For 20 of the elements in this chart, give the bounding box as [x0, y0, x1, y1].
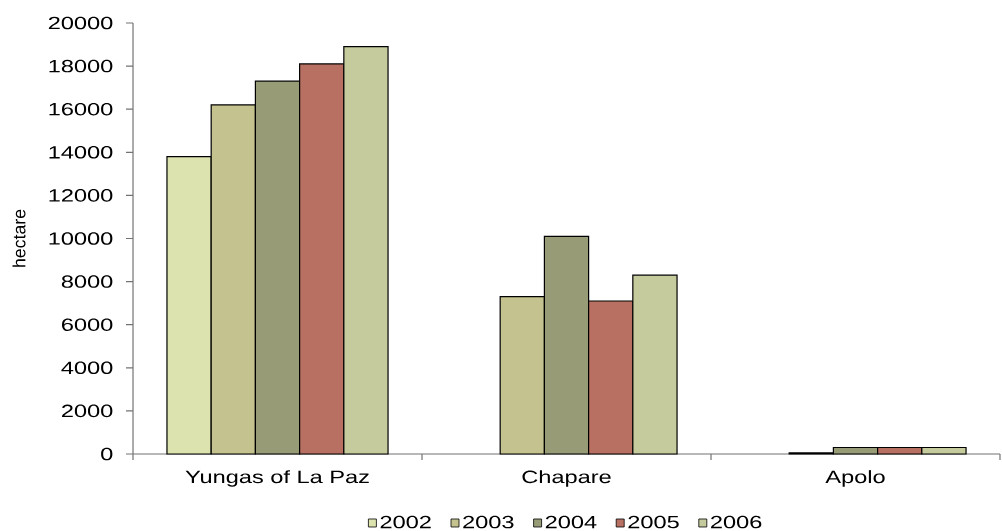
y-tick-label: 4000 — [61, 361, 113, 375]
legend-label: 2003 — [463, 515, 514, 529]
x-tick-label: Apolo — [825, 470, 885, 487]
y-tick-label: 8000 — [61, 275, 113, 288]
y-tick-label: 18000 — [49, 59, 113, 73]
y-tick-label: 14000 — [49, 146, 113, 159]
legend-label: 2002 — [380, 515, 431, 529]
legend-label: 2005 — [628, 515, 679, 529]
y-tick-label: 16000 — [49, 102, 113, 116]
y-tick-label: 2000 — [62, 404, 113, 418]
y-tick-label: 20000 — [48, 16, 113, 30]
y-axis-title: hectare — [12, 209, 26, 267]
y-tick-label: 0 — [101, 447, 113, 461]
x-tick-label: Yungas of La Paz — [185, 470, 369, 487]
legend-label: 2006 — [711, 515, 762, 529]
y-tick-label: 12000 — [49, 189, 113, 202]
x-tick-label: Chapare — [522, 470, 611, 487]
y-tick-label: 6000 — [62, 318, 113, 331]
y-tick-label: 10000 — [49, 232, 113, 245]
legend-label: 2004 — [545, 515, 597, 529]
